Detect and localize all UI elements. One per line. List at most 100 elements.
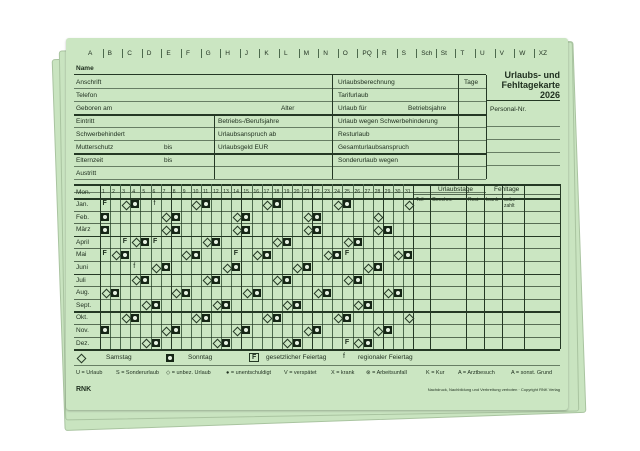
legal-holiday-mark: F	[233, 250, 239, 258]
saturday-legend: Samstag	[106, 354, 132, 362]
day-column-line	[190, 184, 192, 350]
sunday-mark	[262, 250, 271, 259]
divider	[486, 75, 487, 179]
alphabet-divider	[200, 49, 202, 58]
day-column-line	[160, 184, 162, 350]
regional-holiday-mark: f	[153, 200, 156, 207]
day-column-line	[291, 184, 293, 350]
summary-column-line	[524, 184, 525, 350]
day-column-line	[281, 184, 283, 350]
regional-legend-icon: f	[343, 353, 345, 361]
alphabet-tab: J	[244, 50, 249, 57]
day-number: 11	[203, 189, 209, 195]
day-number: 26	[354, 189, 361, 195]
month-label: Nov.	[76, 327, 89, 334]
alphabet-divider	[181, 49, 182, 58]
rule	[74, 153, 486, 155]
day-column-line	[110, 184, 112, 350]
rule	[74, 127, 486, 128]
month-row-line	[74, 223, 560, 225]
sunday-legend: Sonntag	[188, 354, 213, 362]
rule	[74, 74, 486, 75]
absence-code: U = Urlaub	[76, 370, 103, 377]
day-number: 20	[293, 189, 300, 195]
sunday-mark	[272, 313, 281, 322]
day-number: 16	[253, 189, 260, 195]
day-column-line	[241, 184, 243, 350]
legal-holiday-mark: F	[344, 250, 350, 258]
sunday-mark	[141, 238, 150, 247]
rule	[486, 165, 560, 166]
day-column-line	[221, 184, 223, 350]
title-line1: Urlaubs- und	[504, 70, 561, 80]
mid-row-label: Urlaubsanspruch ab	[218, 131, 277, 138]
mid-row-label: Urlaubsgeld EUR	[218, 144, 269, 151]
month-label: Dez.	[76, 339, 90, 347]
regional-legend: regionaler Feiertag	[358, 354, 413, 362]
title-line2: Fehltagekarte	[501, 80, 560, 90]
month-label: März	[76, 226, 91, 234]
card-title: Urlaubs- und Fehltagekarte 2026	[501, 70, 560, 100]
summary-subheader: krank	[486, 197, 499, 203]
sunday-mark	[363, 301, 372, 310]
day-number: 7	[162, 189, 166, 195]
saturday-legend-icon	[76, 353, 87, 364]
rule	[74, 349, 560, 351]
rule	[486, 100, 560, 101]
day-column-line	[362, 184, 364, 350]
sunday-mark	[191, 250, 200, 259]
alphabet-divider	[298, 49, 300, 58]
left-row-label: Schwerbehindert	[76, 131, 125, 138]
day-number: 5	[142, 189, 146, 195]
rule	[74, 365, 560, 367]
alphabet-tab: XZ	[538, 50, 548, 57]
alphabet-divider	[514, 49, 516, 58]
month-row-line	[74, 298, 560, 300]
alphabet-tab: G	[205, 50, 211, 57]
month-label: Jan.	[76, 201, 89, 208]
sunday-mark	[242, 326, 251, 335]
left-row-label: Geboren am	[76, 105, 113, 112]
rule	[413, 194, 560, 195]
rule	[74, 184, 560, 186]
day-column-line	[140, 184, 142, 350]
calc-row-label: Resturlaub	[338, 131, 370, 138]
calc-row-label: Urlaub wegen Schwerbehinderung	[338, 118, 438, 125]
legal-holiday-mark: F	[153, 237, 158, 245]
urlaubstage-header: Urlaubstage	[438, 186, 474, 193]
alphabet-tab: D	[146, 50, 152, 57]
day-number: 14	[233, 189, 239, 195]
left-row-label: Austritt	[76, 170, 97, 177]
month-label: Feb.	[76, 213, 90, 221]
sunday-mark	[242, 212, 251, 221]
sunday-mark	[272, 200, 281, 209]
alphabet-tab: B	[107, 50, 112, 57]
day-column-line	[271, 184, 273, 350]
day-column-line	[170, 184, 172, 350]
day-number: 30	[394, 189, 401, 195]
legal-legend-icon: F	[249, 353, 260, 363]
personal-nr-label: Personal-Nr.	[490, 106, 527, 113]
sunday-mark	[353, 238, 362, 247]
alphabet-divider	[279, 49, 280, 58]
summary-column-line	[560, 184, 561, 350]
day-number: 12	[213, 189, 219, 195]
day-number: 27	[364, 189, 371, 195]
sunday-mark	[212, 275, 221, 284]
bis-label: bis	[164, 157, 173, 164]
rule	[74, 166, 486, 167]
calc-row-label: Urlaub für	[338, 105, 367, 112]
day-number: 6	[152, 189, 156, 195]
alphabet-divider	[259, 49, 261, 58]
betriebsjahre-label: Betriebsjahre	[408, 105, 447, 112]
month-row-line	[74, 286, 560, 288]
alphabet-tab: A	[88, 50, 93, 57]
summary-column-line	[502, 184, 503, 350]
alphabet-tab: E	[166, 50, 171, 57]
day-number: 8	[172, 189, 176, 195]
alphabet-divider	[239, 49, 241, 58]
month-row-line	[74, 311, 560, 313]
day-column-line	[120, 184, 122, 350]
month-label: Mai	[76, 251, 87, 259]
